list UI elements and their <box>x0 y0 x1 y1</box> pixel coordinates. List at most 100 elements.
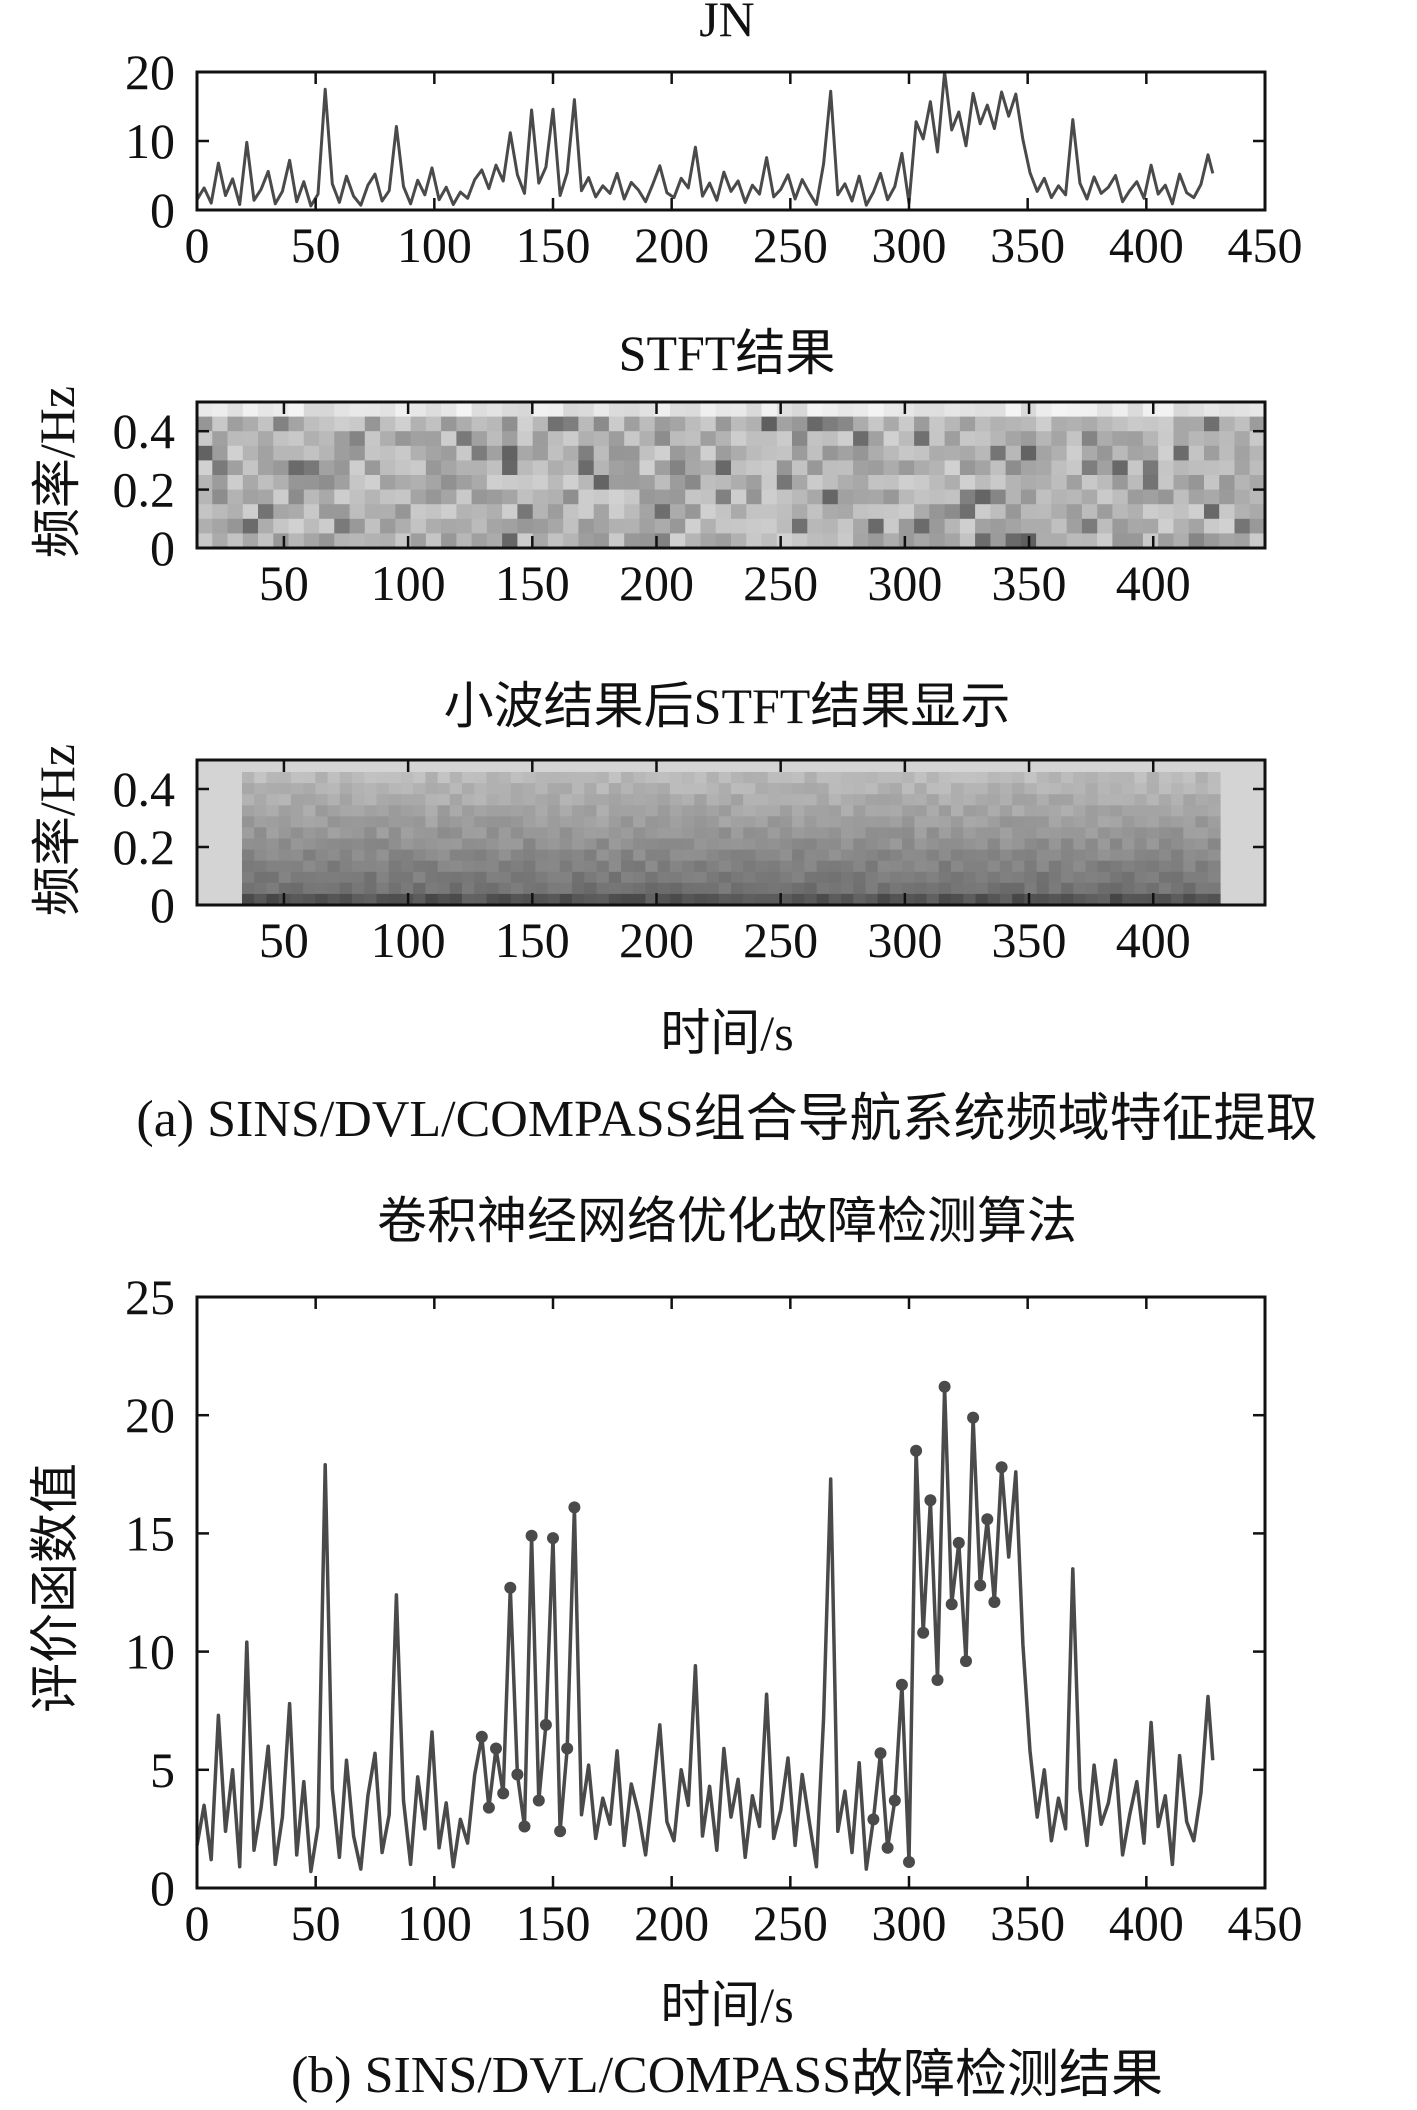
wavelet-stft-cell <box>779 838 793 851</box>
wavelet-stft-cell <box>547 849 561 862</box>
stft-cell <box>1173 504 1190 520</box>
wavelet-stft-cell <box>327 849 341 862</box>
stft-cell <box>898 533 915 549</box>
stft-cell <box>761 518 778 534</box>
stft-cell <box>517 518 534 534</box>
wavelet-stft-cell <box>547 783 561 795</box>
fault-point-marker <box>504 1581 517 1594</box>
wavelet-stft-cell <box>1183 772 1197 784</box>
stft-cell <box>1036 475 1052 491</box>
wavelet-stft-cell <box>718 827 732 840</box>
wavelet-stft-cell <box>792 860 805 873</box>
stft-xtick-label: 100 <box>371 555 446 611</box>
stft-cell <box>1127 460 1144 476</box>
wavelet-stft-cell <box>303 893 316 906</box>
wavelet-stft-cell <box>877 838 891 851</box>
wavelet-stft-cell <box>1195 882 1209 895</box>
wavelet-stft-cell <box>486 849 500 862</box>
stft-cell <box>746 402 763 418</box>
wavelet-stft-cell <box>474 882 488 895</box>
stft-cell <box>197 504 213 520</box>
wavelet-stft-cell <box>1122 871 1135 884</box>
wavelet-stft-cell <box>462 794 475 806</box>
wavelet-stft-xtick-label: 250 <box>743 912 818 968</box>
stft-cell <box>761 445 778 461</box>
wavelet-stft-cell <box>364 882 378 895</box>
wavelet-stft-cell <box>352 849 365 862</box>
wavelet-stft-cell <box>963 805 977 817</box>
wavelet-stft-cell <box>266 838 280 851</box>
stft-cell <box>364 416 381 432</box>
stft-cell <box>273 445 290 461</box>
stft-cell <box>944 402 961 418</box>
stft-cell <box>410 431 427 447</box>
stft-cell <box>197 402 213 418</box>
wavelet-stft-cell <box>731 838 744 851</box>
wavelet-stft-cell <box>657 838 671 851</box>
stft-cell <box>1249 475 1266 491</box>
stft-cell <box>1081 431 1098 447</box>
wavelet-stft-cell <box>1171 816 1184 828</box>
wavelet-stft-cell <box>1110 838 1123 851</box>
wavelet-stft-cell <box>987 794 1001 806</box>
wavelet-stft-cell <box>1146 860 1160 873</box>
stft-cell <box>227 533 244 549</box>
stft-cell <box>731 416 747 432</box>
stft-cell <box>700 518 717 534</box>
wavelet-stft-xtick-label: 50 <box>259 912 309 968</box>
stft-cell <box>731 475 747 491</box>
stft-cell <box>1005 416 1022 432</box>
wavelet-stft-cell <box>449 882 463 895</box>
wavelet-stft-cell <box>1158 827 1172 840</box>
wavelet-stft-cell <box>731 783 744 795</box>
stft-cell <box>1097 402 1114 418</box>
wavelet-stft-cell <box>339 882 353 895</box>
stft-cell <box>258 460 274 476</box>
wavelet-stft-cell <box>278 794 292 806</box>
stft-cell <box>1005 475 1022 491</box>
stft-cell <box>227 504 244 520</box>
jn-xtick-label: 250 <box>753 217 828 273</box>
wavelet-stft-cell <box>437 827 451 840</box>
stft-cell <box>807 475 824 491</box>
stft-cell <box>1066 431 1083 447</box>
wavelet-stft-cell <box>743 838 756 851</box>
wavelet-stft-cell <box>779 794 793 806</box>
wavelet-stft-cell <box>731 849 744 862</box>
wavelet-stft-cell <box>718 882 732 895</box>
wavelet-stft-cell <box>645 849 659 862</box>
stft-cell <box>334 533 351 549</box>
stft-cell <box>502 402 518 418</box>
stft-cell <box>776 431 793 447</box>
stft-cell <box>990 431 1007 447</box>
stft-cell <box>349 518 366 534</box>
stft-cell <box>1142 445 1159 461</box>
stft-cell <box>364 533 381 549</box>
wavelet-stft-cell <box>1171 805 1184 817</box>
wavelet-stft-cell <box>645 794 659 806</box>
stft-cell <box>883 402 900 418</box>
wavelet-stft-cell <box>1171 849 1184 862</box>
wavelet-stft-cell <box>339 838 353 851</box>
stft-cell <box>258 489 274 505</box>
stft-cell <box>1005 489 1022 505</box>
wavelet-stft-cell <box>975 827 989 840</box>
stft-cell <box>1142 402 1159 418</box>
wavelet-stft-cell <box>352 816 365 828</box>
wavelet-stft-cell <box>621 871 634 884</box>
stft-cell <box>1005 431 1022 447</box>
wavelet-stft-cell <box>1207 805 1221 817</box>
stft-cell <box>929 504 946 520</box>
stft-cell <box>776 518 793 534</box>
stft-cell <box>883 504 900 520</box>
stft-cell <box>578 489 595 505</box>
stft-cell <box>364 445 381 461</box>
wavelet-stft-cell <box>975 882 989 895</box>
wavelet-stft-frame <box>195 758 1267 907</box>
stft-cell <box>349 460 366 476</box>
wavelet-stft-cell <box>498 772 512 784</box>
stft-cell <box>914 460 930 476</box>
stft-cell <box>792 475 808 491</box>
wavelet-stft-cell <box>425 827 439 840</box>
